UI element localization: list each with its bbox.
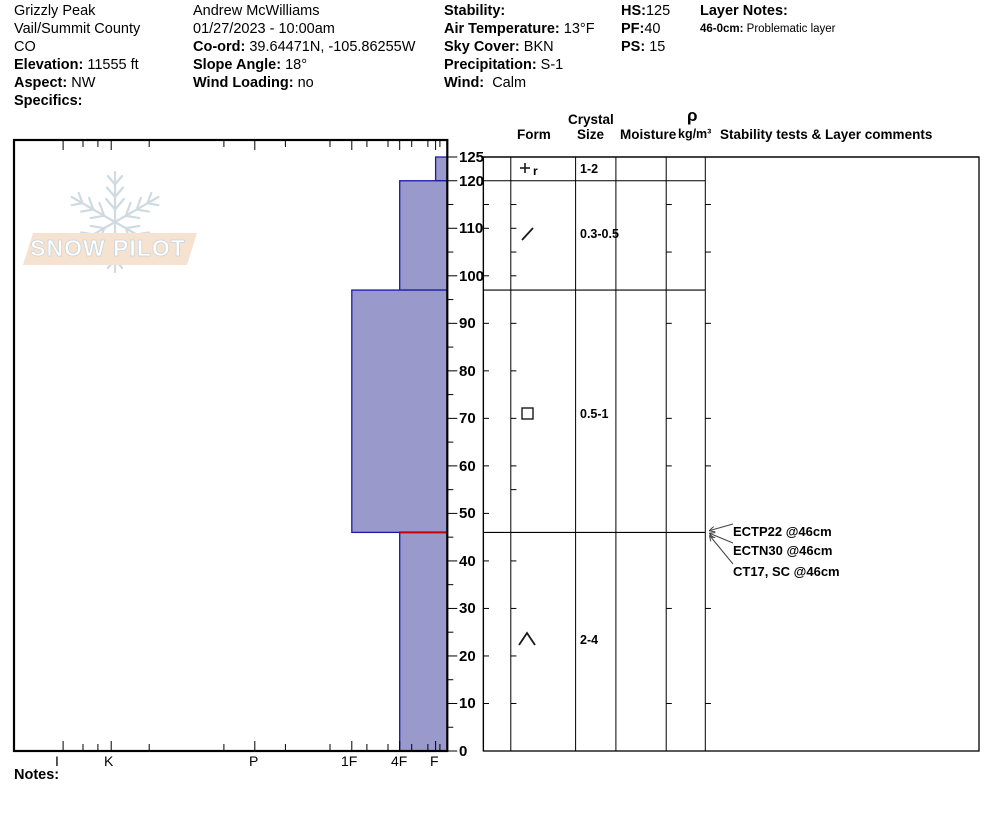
- svg-text:SNOW PILOT: SNOW PILOT: [30, 235, 186, 261]
